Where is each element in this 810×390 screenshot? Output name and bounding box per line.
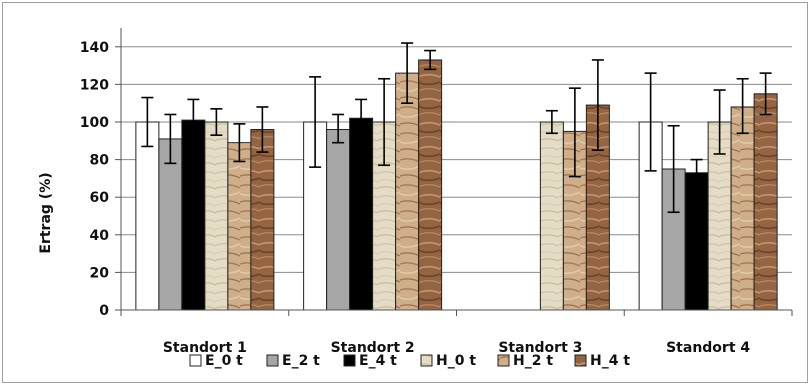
legend-label: E_2 t <box>282 353 320 369</box>
bar-e-0-t-cat-1 <box>135 121 160 311</box>
bars <box>135 42 778 311</box>
legend-item: E_0 t <box>189 353 243 369</box>
legend-label: E_4 t <box>359 353 397 369</box>
legend-swatch <box>574 354 587 367</box>
legend-label: H_0 t <box>436 353 476 369</box>
legend-label: H_2 t <box>513 353 553 369</box>
y-axis-title: Ertrag (%) <box>38 172 54 253</box>
legend: E_0 t E_2 t E_4 t H_0 t H_2 t H_4 t <box>189 353 630 369</box>
bar-h-4-t-cat-1 <box>250 129 275 311</box>
y-tick-label: 80 <box>90 153 110 169</box>
bar-e-4-t-cat-2 <box>349 117 374 311</box>
legend-swatch <box>266 354 279 367</box>
legend-label: E_0 t <box>205 353 243 369</box>
legend-swatch <box>189 354 202 367</box>
legend-swatch <box>420 354 433 367</box>
x-category-label: Standort 1 <box>163 340 247 356</box>
bar-h-0-t-cat-1 <box>204 121 229 311</box>
y-tick-labels: 0 20 40 60 80 100 120 140 <box>80 40 109 319</box>
legend-swatch <box>343 354 356 367</box>
y-tick-label: 40 <box>90 228 110 244</box>
legend-item: E_4 t <box>343 353 397 369</box>
bar-h-4-t-cat-4 <box>753 93 778 311</box>
legend-item: E_2 t <box>266 353 320 369</box>
x-category-label: Standort 2 <box>331 340 415 356</box>
bar-e-4-t-cat-4 <box>684 172 709 311</box>
legend-label: H_4 t <box>590 353 630 369</box>
x-category-label: Standort 3 <box>498 340 582 356</box>
x-category-labels: Standort 1 Standort 2 Standort 3 Standort 4 <box>163 340 751 356</box>
legend-swatch <box>497 354 510 367</box>
bar-h-0-t-cat-3 <box>539 121 564 311</box>
y-tick-label: 0 <box>99 303 109 319</box>
bar-e-4-t-cat-1 <box>181 119 206 311</box>
y-tick-label: 140 <box>80 40 109 56</box>
legend-item: H_0 t <box>420 353 476 369</box>
y-tick-label: 120 <box>80 77 109 93</box>
x-category-label: Standort 4 <box>666 340 750 356</box>
bar-e-2-t-cat-1 <box>158 138 183 311</box>
bar-h-2-t-cat-1 <box>227 142 252 311</box>
y-tick-label: 60 <box>90 190 110 206</box>
bar-h-4-t-cat-2 <box>418 59 443 311</box>
legend-item: H_4 t <box>574 353 630 369</box>
y-tick-label: 20 <box>90 265 110 281</box>
legend-item: H_2 t <box>497 353 553 369</box>
bar-h-2-t-cat-2 <box>395 72 420 311</box>
bar-e-2-t-cat-2 <box>326 129 351 311</box>
y-tick-label: 100 <box>80 115 109 131</box>
axes <box>115 28 793 316</box>
bar-h-2-t-cat-4 <box>730 106 755 311</box>
